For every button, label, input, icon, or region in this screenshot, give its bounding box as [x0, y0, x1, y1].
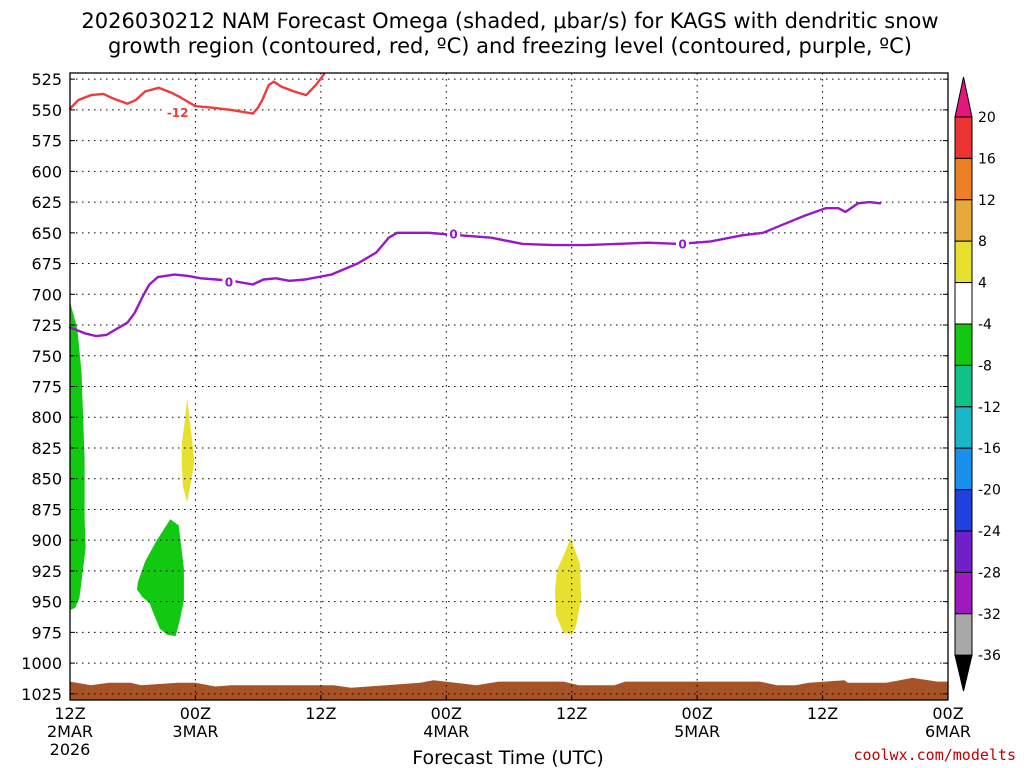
y-tick-label-950: 950: [31, 593, 62, 612]
colorbar-bin-7: [954, 364, 973, 408]
contour-lines: [68, 72, 882, 338]
omega-region-1: [70, 301, 86, 611]
contour-label-bg-2-1: [222, 275, 236, 289]
colorbar-bin-12: [954, 571, 973, 615]
terrain-fill: [70, 677, 948, 700]
x-tick-time-60: 00Z: [681, 704, 712, 723]
x-tick-time-72: 12Z: [807, 704, 838, 723]
x-tick-time-12: 00Z: [180, 704, 211, 723]
colorbar-bin-9: [954, 447, 973, 491]
chart-title-line-1: 2026030212 NAM Forecast Omega (shaded, μ…: [81, 9, 938, 33]
y-tick-label-850: 850: [31, 470, 62, 489]
y-tick-label-1025: 1025: [21, 685, 62, 704]
contour-labels: -12 0 0 0: [164, 105, 690, 290]
contour-label-bg-2-3: [676, 236, 690, 251]
colorbar-bin-3: [954, 199, 973, 242]
x-tick-date-0: 2MAR: [47, 722, 93, 741]
x-tick-year-0: 2026: [50, 740, 91, 759]
colorbar-label-8: -12: [978, 400, 1001, 416]
x-tick-date-60: 5MAR: [674, 722, 720, 741]
colorbar-bin-10: [954, 489, 973, 532]
colorbar: 20 16 12 8 4 -4 -8 -12 -16 -20 -24 -28 -32 -36: [954, 76, 1001, 692]
contour-label-2-3: 0: [678, 237, 686, 251]
y-tick-label-775: 775: [31, 378, 62, 397]
colorbar-label-10: -20: [978, 483, 1001, 499]
y-tick-label-650: 650: [31, 224, 62, 243]
y-tick-label-800: 800: [31, 408, 62, 427]
colorbar-top-arrow: [954, 76, 973, 118]
colorbar-bin-4: [954, 240, 973, 284]
y-tick-label-900: 900: [31, 531, 62, 550]
colorbar-label-4: 8: [978, 234, 987, 250]
colorbar-bin-6: [954, 323, 973, 366]
colorbar-bottom-arrow: [954, 654, 973, 692]
colorbar-label-7: -8: [978, 358, 992, 374]
y-tick-label-925: 925: [31, 562, 62, 581]
x-axis-title: Forecast Time (UTC): [412, 747, 603, 768]
contour-label-2-1: 0: [225, 276, 233, 290]
y-tick-label-1000: 1000: [21, 654, 62, 673]
colorbar-bin-2: [954, 157, 973, 201]
x-tick-time-48: 12Z: [556, 704, 587, 723]
y-tick-label-975: 975: [31, 623, 62, 642]
x-tick-time-36: 00Z: [431, 704, 462, 723]
colorbar-label-1: 20: [978, 110, 996, 126]
colorbar-label-2: 16: [978, 151, 996, 167]
colorbar-label-13: -32: [978, 607, 1001, 623]
contour-label-bg-1-1: [164, 105, 192, 120]
y-tick-label-525: 525: [31, 70, 62, 89]
terrain-ground: [70, 677, 948, 700]
x-tick-date-84: 6MAR: [925, 722, 971, 741]
y-tick-label-725: 725: [31, 316, 62, 335]
colorbar-label-14: -36: [978, 648, 1001, 664]
x-tick-time-24: 12Z: [305, 704, 336, 723]
omega-region-3: [181, 398, 195, 503]
colorbar-label-3: 12: [978, 193, 996, 209]
colorbar-label-9: -16: [978, 441, 1001, 457]
credit-link[interactable]: coolwx.com/modelts: [853, 746, 1016, 764]
colorbar-label-5: 4: [978, 276, 987, 292]
colorbar-label-12: -28: [978, 565, 1001, 581]
contour-label-2-2: 0: [449, 228, 457, 242]
y-tick-label-700: 700: [31, 285, 62, 304]
colorbar-bin-5: [954, 282, 973, 325]
contour-label-bg-2-2: [447, 227, 461, 242]
contour-line-1: [68, 72, 326, 115]
x-tick-date-12: 3MAR: [172, 722, 218, 741]
contour-label-1-1: -12: [167, 106, 189, 120]
colorbar-bin-1: [954, 116, 973, 159]
contour-line-2: [68, 200, 882, 338]
y-tick-label-550: 550: [31, 101, 62, 120]
y-tick-label-750: 750: [31, 347, 62, 366]
y-tick-label-675: 675: [31, 255, 62, 274]
colorbar-bin-11: [954, 530, 973, 573]
x-tick-time-84: 00Z: [932, 704, 963, 723]
y-tick-label-825: 825: [31, 439, 62, 458]
omega-region-4: [555, 537, 582, 635]
omega-region-2: [136, 519, 184, 637]
y-axis: 525 550 575 600 625 650 675 700 725 750 775 800 825 8…: [21, 70, 948, 704]
x-tick-date-36: 4MAR: [423, 722, 469, 741]
colorbar-bin-8: [954, 406, 973, 449]
shaded-omega-regions: [70, 301, 582, 637]
y-tick-label-875: 875: [31, 500, 62, 519]
grid-lines: [70, 73, 948, 700]
chart-title-line-2: growth region (contoured, red, ºC) and f…: [108, 34, 912, 58]
y-tick-label-575: 575: [31, 132, 62, 151]
x-tick-time-0: 12Z: [54, 704, 85, 723]
colorbar-label-6: -4: [978, 317, 992, 333]
colorbar-label-11: -24: [978, 524, 1001, 540]
y-tick-label-600: 600: [31, 162, 62, 181]
y-tick-label-625: 625: [31, 193, 62, 212]
colorbar-bin-13: [954, 613, 973, 656]
